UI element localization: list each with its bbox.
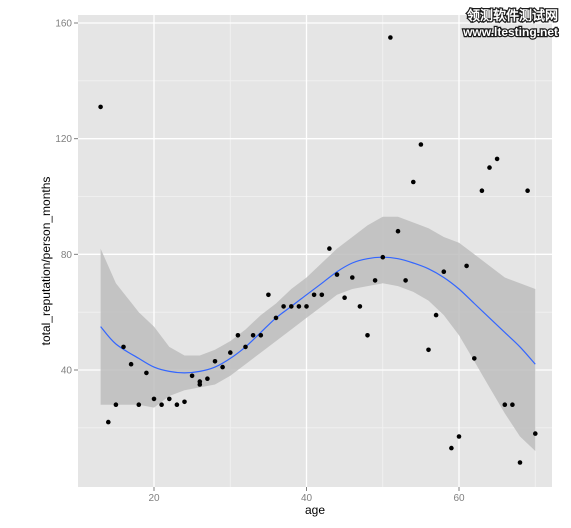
data-point: [380, 254, 386, 260]
data-point: [144, 370, 149, 376]
data-point: [350, 275, 355, 280]
data-point: [403, 278, 408, 283]
data-point: [220, 364, 225, 370]
data-point: [304, 304, 309, 309]
data-point: [418, 142, 424, 147]
y-tick-label: 40: [61, 366, 73, 377]
confidence-band: [100, 216, 536, 451]
data-point: [281, 304, 286, 309]
x-axis-ticks: 20 40 60: [148, 487, 465, 504]
y-tick-label: 160: [55, 19, 72, 30]
data-point: [388, 35, 393, 40]
data-point: [197, 379, 203, 384]
data-point: [121, 344, 126, 350]
data-point: [342, 295, 347, 301]
data-point: [479, 188, 485, 193]
data-point: [159, 402, 164, 408]
data-point: [533, 431, 538, 436]
data-point: [426, 347, 431, 353]
data-point: [266, 292, 271, 298]
data-point: [319, 292, 325, 298]
watermark-text-cn: 领测软件测试网: [467, 8, 558, 24]
data-point: [395, 228, 401, 234]
data-points: [98, 35, 538, 465]
data-point: [174, 402, 180, 408]
data-point: [372, 278, 378, 283]
data-point: [258, 333, 264, 338]
data-point: [494, 156, 500, 162]
data-point: [517, 460, 523, 465]
data-point: [243, 344, 248, 350]
data-point: [510, 402, 515, 408]
data-point: [433, 312, 439, 318]
data-point: [189, 373, 195, 379]
data-point: [464, 263, 469, 269]
data-point: [228, 350, 233, 355]
data-point: [334, 272, 340, 277]
data-point: [311, 292, 317, 298]
data-point: [273, 315, 279, 321]
watermark: 领测软件测试网 www.ltesting.net: [461, 7, 559, 40]
y-tick-label: 120: [55, 134, 72, 145]
data-point: [136, 402, 142, 408]
data-point: [472, 356, 477, 361]
y-axis-ticks: 40 80 120 160: [55, 19, 78, 377]
x-tick-label: 40: [301, 493, 313, 504]
data-point: [441, 269, 447, 275]
data-point: [98, 104, 103, 110]
data-point: [205, 376, 210, 382]
data-point: [167, 396, 172, 402]
data-point: [487, 165, 492, 170]
smooth-line: [100, 256, 536, 374]
data-point: [296, 304, 302, 309]
x-axis-title: age: [305, 503, 325, 517]
y-axis-title: total_reputation/person_months: [39, 177, 53, 346]
y-tick-label: 80: [61, 250, 73, 261]
data-point: [235, 333, 241, 338]
data-point: [151, 396, 157, 402]
data-point: [456, 434, 462, 439]
data-point: [212, 359, 218, 364]
data-point: [182, 399, 187, 405]
plot-panel: [78, 15, 552, 487]
data-point: [106, 419, 111, 425]
data-point: [411, 179, 416, 185]
minor-gridlines: [78, 15, 552, 487]
data-point: [502, 402, 508, 408]
data-point: [357, 304, 363, 309]
data-point: [113, 402, 119, 408]
data-point: [525, 188, 530, 193]
data-point: [250, 333, 256, 338]
data-point: [449, 445, 454, 451]
data-point: [327, 246, 332, 251]
data-point: [365, 333, 370, 338]
watermark-url: www.ltesting.net: [462, 25, 558, 39]
data-point: [128, 361, 134, 367]
data-point: [289, 304, 294, 309]
x-tick-label: 60: [453, 493, 465, 504]
x-tick-label: 20: [148, 493, 160, 504]
